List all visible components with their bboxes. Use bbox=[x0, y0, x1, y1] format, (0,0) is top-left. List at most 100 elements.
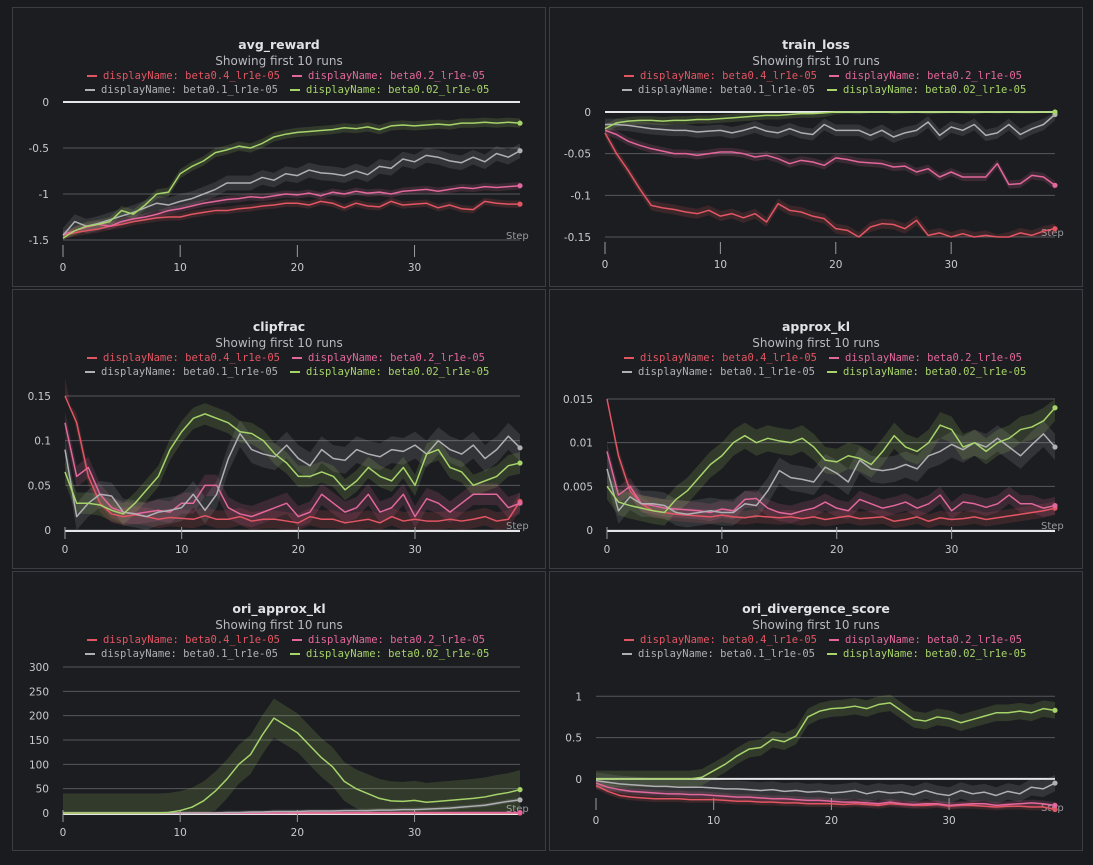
series-line[interactable] bbox=[606, 398, 1056, 523]
legend-item[interactable]: displayName: beta0.02_lr1e-05 bbox=[827, 84, 1026, 96]
series-end-point[interactable] bbox=[1052, 226, 1058, 232]
legend-label: displayName: beta0.4_lr1e-05 bbox=[103, 352, 281, 364]
legend-swatch bbox=[827, 371, 837, 373]
series-end-point[interactable] bbox=[517, 201, 523, 207]
series-end-point[interactable] bbox=[1052, 802, 1058, 808]
chart-title: clipfrac bbox=[252, 319, 306, 334]
chart-panel-avg-reward[interactable]: avg_reward Showing first 10 runs displayNa… bbox=[12, 7, 546, 287]
series-end-point[interactable] bbox=[517, 445, 523, 451]
y-tick-label: -0.15 bbox=[564, 232, 591, 244]
chart-plot[interactable]: 0 0.005 0.01 0.015 0 10 20 30 Step bbox=[550, 290, 1084, 570]
legend-item[interactable]: displayName: beta0.1_lr1e-05 bbox=[85, 648, 278, 660]
series-end-point[interactable] bbox=[1052, 109, 1058, 115]
legend-label: displayName: beta0.02_lr1e-05 bbox=[306, 366, 490, 378]
series-line[interactable] bbox=[606, 407, 1056, 514]
legend-swatch bbox=[85, 89, 95, 91]
series-line[interactable] bbox=[63, 717, 521, 814]
series-line[interactable] bbox=[604, 111, 1055, 130]
series-end-point[interactable] bbox=[517, 500, 523, 506]
series-end-point[interactable] bbox=[1052, 806, 1058, 813]
x-tick-label: 0 bbox=[60, 262, 67, 274]
series-line[interactable] bbox=[62, 184, 521, 236]
x-tick-label: 0 bbox=[60, 827, 67, 839]
legend-item[interactable]: displayName: beta0.4_lr1e-05 bbox=[87, 352, 280, 364]
legend-swatch bbox=[85, 653, 95, 655]
legend-item[interactable]: displayName: beta0.1_lr1e-05 bbox=[85, 84, 278, 96]
series-line[interactable] bbox=[64, 432, 521, 518]
series-line[interactable] bbox=[605, 113, 1056, 138]
legend-item[interactable]: displayName: beta0.4_lr1e-05 bbox=[87, 634, 280, 646]
legend-label: displayName: beta0.1_lr1e-05 bbox=[101, 648, 279, 660]
legend-item[interactable]: displayName: beta0.02_lr1e-05 bbox=[290, 366, 489, 378]
legend-item[interactable]: displayName: beta0.2_lr1e-05 bbox=[292, 70, 485, 82]
series-end-point[interactable] bbox=[517, 148, 523, 154]
legend-item[interactable]: displayName: beta0.4_lr1e-05 bbox=[624, 634, 817, 646]
legend-swatch bbox=[292, 75, 302, 77]
legend-item[interactable]: displayName: beta0.02_lr1e-05 bbox=[290, 648, 489, 660]
series-end-point[interactable] bbox=[517, 797, 523, 803]
y-tick-label: 0 bbox=[586, 525, 593, 537]
legend-item[interactable]: displayName: beta0.1_lr1e-05 bbox=[622, 648, 815, 660]
legend-swatch bbox=[290, 89, 300, 91]
series-end-point[interactable] bbox=[517, 183, 523, 189]
chart-panel-ori-approx-kl[interactable]: ori_approx_kl Showing first 10 runs displa… bbox=[12, 571, 546, 851]
legend-item[interactable]: displayName: beta0.2_lr1e-05 bbox=[292, 634, 485, 646]
legend-item[interactable]: displayName: beta0.4_lr1e-05 bbox=[624, 352, 817, 364]
series-end-point[interactable] bbox=[1052, 780, 1058, 786]
legend-item[interactable]: displayName: beta0.1_lr1e-05 bbox=[622, 366, 815, 378]
legend-item[interactable]: displayName: beta0.2_lr1e-05 bbox=[829, 70, 1022, 82]
legend-item[interactable]: displayName: beta0.2_lr1e-05 bbox=[829, 634, 1022, 646]
y-tick-label: 300 bbox=[29, 662, 49, 674]
series-line[interactable] bbox=[64, 422, 521, 518]
legend-swatch bbox=[87, 639, 97, 641]
series-end-point[interactable] bbox=[517, 809, 523, 816]
step-label: Step bbox=[506, 231, 529, 242]
series-end-point[interactable] bbox=[517, 787, 523, 793]
legend-item[interactable]: displayName: beta0.1_lr1e-05 bbox=[622, 84, 815, 96]
legend-item[interactable]: displayName: beta0.02_lr1e-05 bbox=[827, 648, 1026, 660]
x-tick-label: 30 bbox=[408, 544, 421, 556]
chart-plot[interactable]: 0 -0.05 -0.1 -0.15 0 10 20 30 Step bbox=[550, 8, 1084, 288]
legend-item[interactable]: displayName: beta0.02_lr1e-05 bbox=[827, 366, 1026, 378]
series-end-point[interactable] bbox=[1052, 405, 1058, 411]
y-tick-label: 0.015 bbox=[563, 394, 593, 406]
series-end-point[interactable] bbox=[1052, 502, 1058, 509]
series-end-point[interactable] bbox=[1052, 182, 1058, 188]
series-line[interactable] bbox=[604, 132, 1056, 238]
series-line[interactable] bbox=[595, 779, 1056, 797]
chart-plot[interactable]: 0 0.05 0.1 0.15 0 10 20 30 Step bbox=[13, 290, 547, 570]
series-end-point[interactable] bbox=[1052, 444, 1058, 450]
step-label: Step bbox=[506, 804, 529, 815]
series-end-point[interactable] bbox=[1052, 707, 1058, 713]
series-line[interactable] bbox=[604, 129, 1056, 186]
legend-item[interactable]: displayName: beta0.02_lr1e-05 bbox=[290, 84, 489, 96]
chart-plot[interactable]: 0 50 100 150 200 250 300 0 10 20 30 Step bbox=[13, 572, 547, 852]
x-tick-label: 10 bbox=[715, 544, 728, 556]
y-tick-label: 0.005 bbox=[563, 481, 593, 493]
series-line[interactable] bbox=[595, 784, 1056, 811]
legend-label: displayName: beta0.2_lr1e-05 bbox=[308, 634, 486, 646]
legend-item[interactable]: displayName: beta0.2_lr1e-05 bbox=[292, 352, 485, 364]
series-end-point[interactable] bbox=[517, 120, 523, 126]
legend-item[interactable]: displayName: beta0.4_lr1e-05 bbox=[87, 70, 280, 82]
y-tick-label: 0.01 bbox=[570, 438, 593, 450]
series-band bbox=[65, 403, 520, 525]
series-line[interactable] bbox=[596, 702, 1056, 780]
series-line[interactable] bbox=[595, 782, 1056, 807]
legend-item[interactable]: displayName: beta0.4_lr1e-05 bbox=[624, 70, 817, 82]
chart-panel-train-loss[interactable]: train_loss Showing first 10 runs displayNa… bbox=[549, 7, 1083, 287]
series-line[interactable] bbox=[606, 451, 1056, 516]
chart-plot[interactable]: 0 -0.5 -1 -1.5 0 10 20 30 Step bbox=[13, 8, 547, 288]
series-line[interactable] bbox=[62, 121, 521, 239]
legend-item[interactable]: displayName: beta0.1_lr1e-05 bbox=[85, 366, 278, 378]
series-band bbox=[607, 420, 1055, 528]
chart-panel-ori-divergence-score[interactable]: ori_divergence_score Showing first 10 run… bbox=[549, 571, 1083, 851]
chart-panel-clipfrac[interactable]: clipfrac Showing first 10 runs displayName… bbox=[12, 289, 546, 569]
legend-item[interactable]: displayName: beta0.2_lr1e-05 bbox=[829, 352, 1022, 364]
series-line[interactable] bbox=[62, 200, 520, 237]
chart-panel-approx-kl[interactable]: approx_kl Showing first 10 runs displayNam… bbox=[549, 289, 1083, 569]
series-end-point[interactable] bbox=[517, 460, 523, 466]
series-line[interactable] bbox=[64, 413, 521, 515]
series-line[interactable] bbox=[606, 433, 1056, 516]
